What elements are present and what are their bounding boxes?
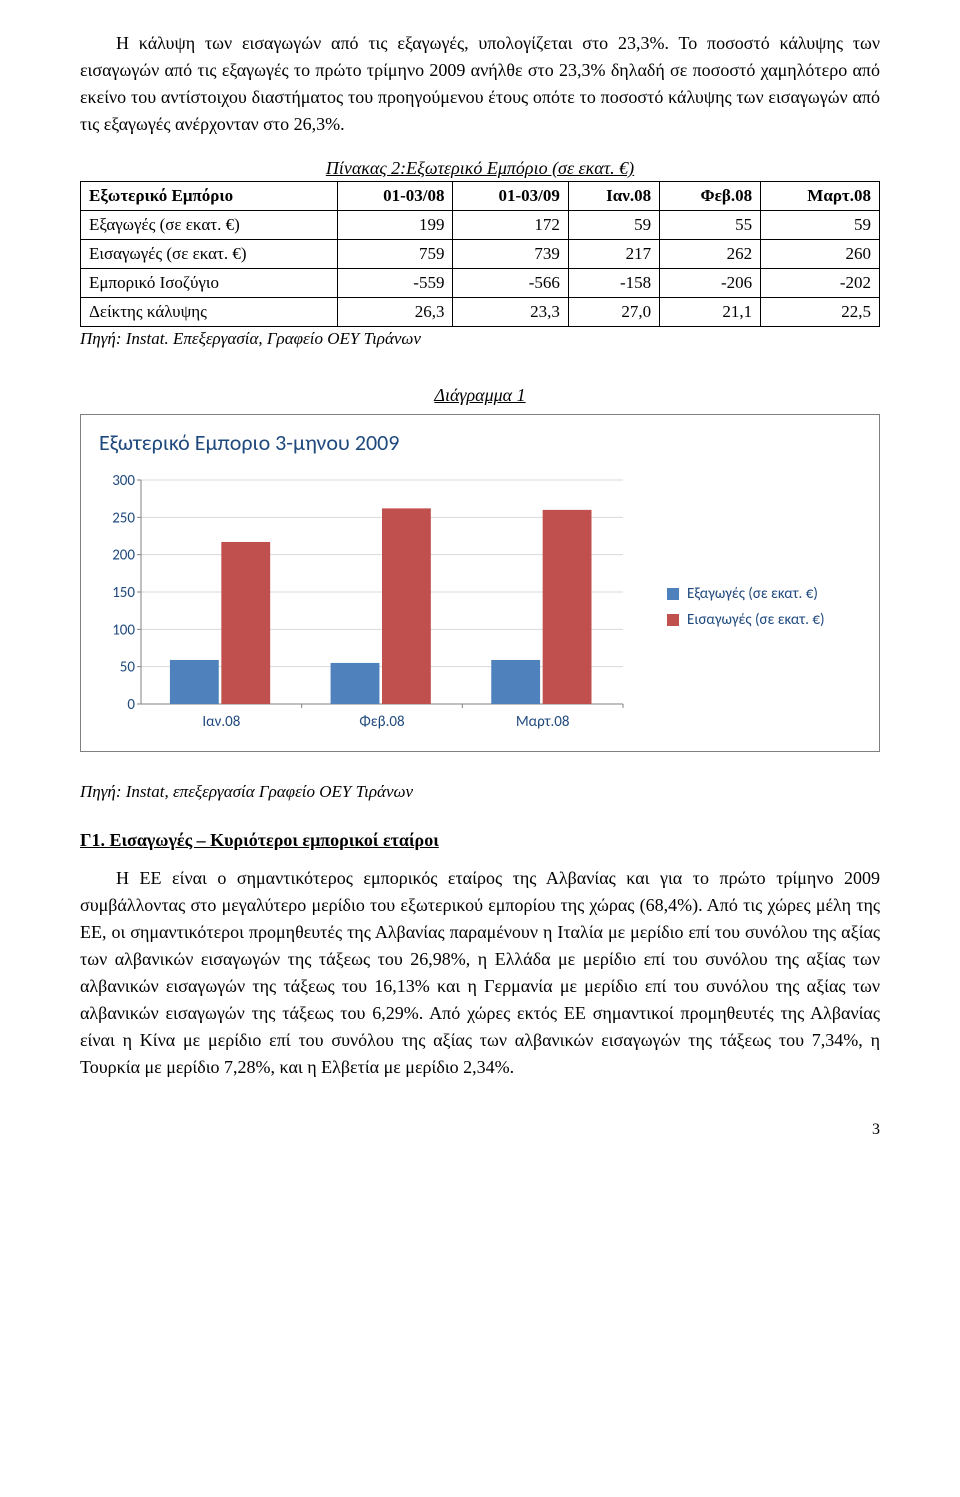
svg-text:100: 100 [112, 621, 135, 639]
paragraph-partners: Η ΕΕ είναι ο σημαντικότερος εμπορικός ετ… [80, 865, 880, 1081]
table-cell-value: 21,1 [660, 298, 761, 327]
table-cell-value: 59 [568, 211, 659, 240]
chart-plot-area: 0 50 100 150 200 250 300 Ιαν.08 Φεβ.08 Μαρτ.08 [93, 474, 657, 739]
table-cell-value: 22,5 [761, 298, 880, 327]
table-cell-value: 27,0 [568, 298, 659, 327]
table-cell-label: Δείκτης κάλυψης [81, 298, 338, 327]
table-cell-value: 26,3 [338, 298, 453, 327]
table-header-row: Εξωτερικό Εμπόριο 01-03/08 01-03/09 Ιαν.… [81, 182, 880, 211]
svg-text:0: 0 [127, 696, 135, 714]
bar-chart: 0 50 100 150 200 250 300 Ιαν.08 Φεβ.08 Μαρτ.08 [93, 474, 633, 734]
table-header-cell: Ιαν.08 [568, 182, 659, 211]
table-row: Εισαγωγές (σε εκατ. €)759739217262260 [81, 240, 880, 269]
table-cell-value: 759 [338, 240, 453, 269]
table-title: Πίνακας 2:Εξωτερικό Εμπόριο (σε εκατ. €) [80, 158, 880, 179]
chart-container: Εξωτερικό Εμποριο 3-μηνου 2009 0 50 100 150… [80, 414, 880, 752]
legend-label: Εξαγωγές (σε εκατ. €) [687, 585, 818, 603]
svg-text:250: 250 [112, 509, 135, 527]
section-heading: Γ1. Εισαγωγές – Κυριότεροι εμπορικοί ετα… [80, 830, 880, 851]
diagram-label: Διάγραμμα 1 [80, 385, 880, 406]
table-cell-value: 262 [660, 240, 761, 269]
legend-item: Εξαγωγές (σε εκατ. €) [667, 585, 867, 603]
table-row: Εμπορικό Ισοζύγιο-559-566-158-206-202 [81, 269, 880, 298]
table-header-cell: 01-03/08 [338, 182, 453, 211]
paragraph-intro: Η κάλυψη των εισαγωγών από τις εξαγωγές,… [80, 30, 880, 138]
chart-source: Πηγή: Instat, επεξεργασία Γραφείο ΟΕΥ Τι… [80, 782, 880, 802]
document-page: Η κάλυψη των εισαγωγών από τις εξαγωγές,… [0, 0, 960, 1185]
table-cell-value: -202 [761, 269, 880, 298]
table-header-cell: Φεβ.08 [660, 182, 761, 211]
table-cell-label: Εμπορικό Ισοζύγιο [81, 269, 338, 298]
svg-text:Μαρτ.08: Μαρτ.08 [516, 713, 570, 731]
table-cell-label: Εισαγωγές (σε εκατ. €) [81, 240, 338, 269]
legend-label: Εισαγωγές (σε εκατ. €) [687, 611, 825, 629]
table-cell-label: Εξαγωγές (σε εκατ. €) [81, 211, 338, 240]
page-number: 3 [80, 1121, 880, 1139]
legend-item: Εισαγωγές (σε εκατ. €) [667, 611, 867, 629]
svg-text:Φεβ.08: Φεβ.08 [359, 713, 404, 731]
table-header-cell: 01-03/09 [453, 182, 568, 211]
svg-text:200: 200 [112, 547, 135, 565]
table-cell-value: 199 [338, 211, 453, 240]
legend-swatch [667, 614, 679, 626]
trade-table: Εξωτερικό Εμπόριο 01-03/08 01-03/09 Ιαν.… [80, 181, 880, 327]
table-header-cell: Εξωτερικό Εμπόριο [81, 182, 338, 211]
table-cell-value: -158 [568, 269, 659, 298]
table-source: Πηγή: Instat. Επεξεργασία, Γραφείο ΟΕΥ Τ… [80, 329, 880, 349]
table-cell-value: 59 [761, 211, 880, 240]
table-row: Εξαγωγές (σε εκατ. €)199172595559 [81, 211, 880, 240]
legend-swatch [667, 588, 679, 600]
table-cell-value: 217 [568, 240, 659, 269]
table-header-cell: Μαρτ.08 [761, 182, 880, 211]
table-cell-value: 172 [453, 211, 568, 240]
table-cell-value: -206 [660, 269, 761, 298]
table-cell-value: 23,3 [453, 298, 568, 327]
svg-text:50: 50 [120, 659, 136, 677]
table-cell-value: -566 [453, 269, 568, 298]
table-row: Δείκτης κάλυψης26,323,327,021,122,5 [81, 298, 880, 327]
chart-legend: Εξαγωγές (σε εκατ. €) Εισαγωγές (σε εκατ.… [657, 474, 867, 739]
svg-text:Ιαν.08: Ιαν.08 [202, 713, 240, 731]
chart-title: Εξωτερικό Εμποριο 3-μηνου 2009 [99, 429, 867, 456]
svg-text:150: 150 [112, 584, 135, 602]
svg-text:300: 300 [112, 474, 135, 490]
table-cell-value: -559 [338, 269, 453, 298]
table-cell-value: 55 [660, 211, 761, 240]
table-cell-value: 260 [761, 240, 880, 269]
table-cell-value: 739 [453, 240, 568, 269]
